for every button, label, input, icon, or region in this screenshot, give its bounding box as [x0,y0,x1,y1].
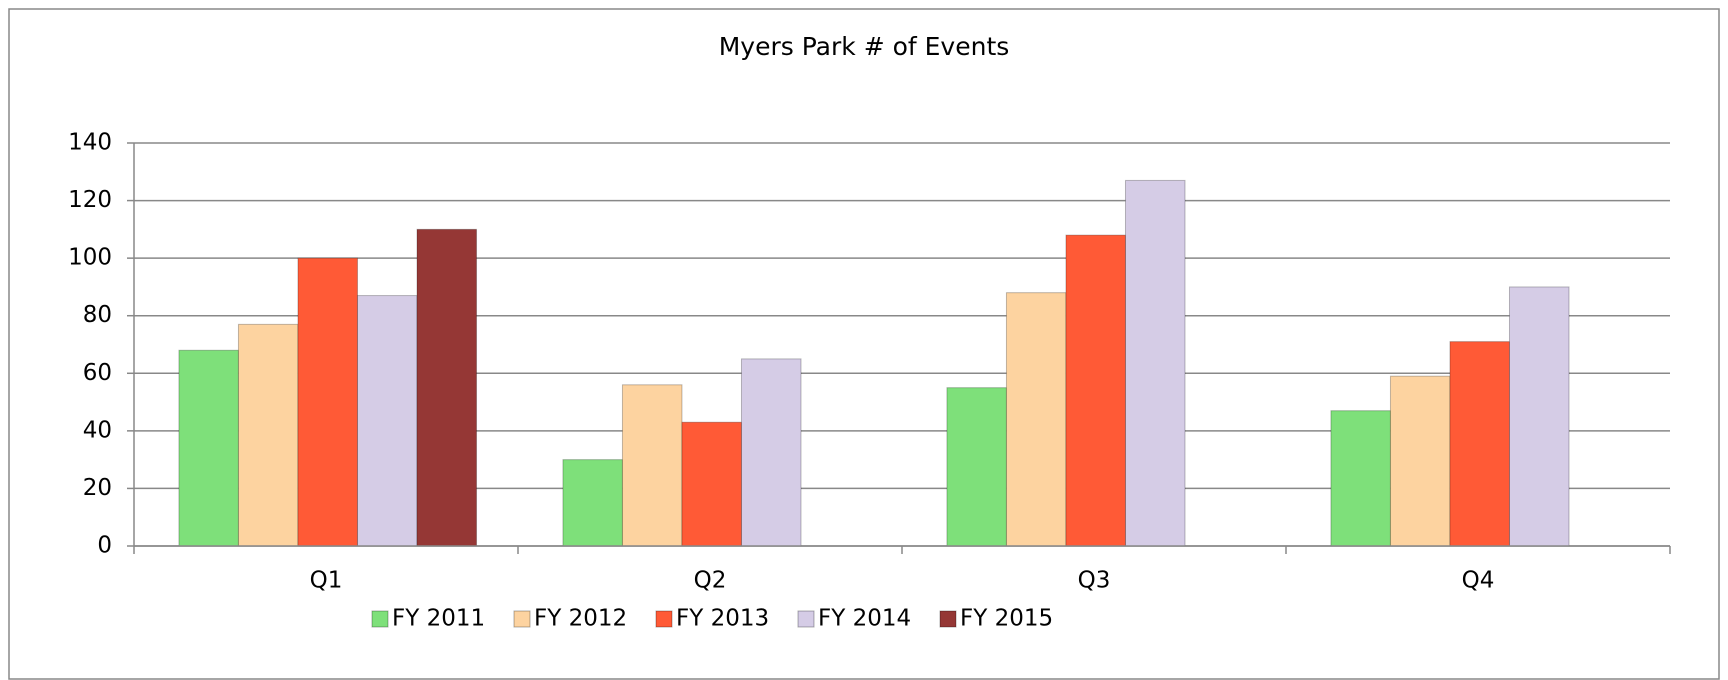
y-tick-label: 120 [68,187,112,213]
bar [1124,179,1186,547]
bar [621,384,683,547]
legend-swatch [513,610,531,628]
bar [178,349,239,547]
bar [1449,341,1510,547]
bar [1330,410,1391,547]
bar [1508,286,1570,547]
legend-swatch [797,610,815,628]
legend-label: FY 2014 [818,606,911,632]
legend-swatch [371,610,389,628]
bar [681,421,742,547]
y-tick-label: 20 [83,475,112,501]
bar [946,387,1007,547]
legend-label: FY 2012 [534,606,627,632]
y-tick-label: 80 [83,302,112,328]
bar [562,459,623,547]
bar [416,228,478,547]
y-tick-label: 100 [68,245,112,271]
bar [1389,375,1451,547]
legend-swatch [655,610,673,628]
chart-title: Myers Park # of Events [719,32,1010,61]
bar [237,323,299,547]
x-tick-label: Q1 [310,568,343,594]
y-tick-label: 40 [83,417,112,443]
bar [1065,234,1126,547]
x-tick-label: Q3 [1078,568,1111,594]
y-tick-label: 60 [83,360,112,386]
y-tick-label: 140 [68,130,112,156]
bar [1005,292,1067,547]
x-tick-label: Q2 [694,568,727,594]
legend-label: FY 2013 [676,606,769,632]
bar [356,295,418,547]
x-tick-label: Q4 [1462,568,1495,594]
y-tick-label: 0 [97,533,112,559]
legend-label: FY 2015 [960,606,1053,632]
legend-label: FY 2011 [392,606,485,632]
legend-swatch [939,610,957,628]
bar [297,257,358,547]
bar [740,358,802,547]
